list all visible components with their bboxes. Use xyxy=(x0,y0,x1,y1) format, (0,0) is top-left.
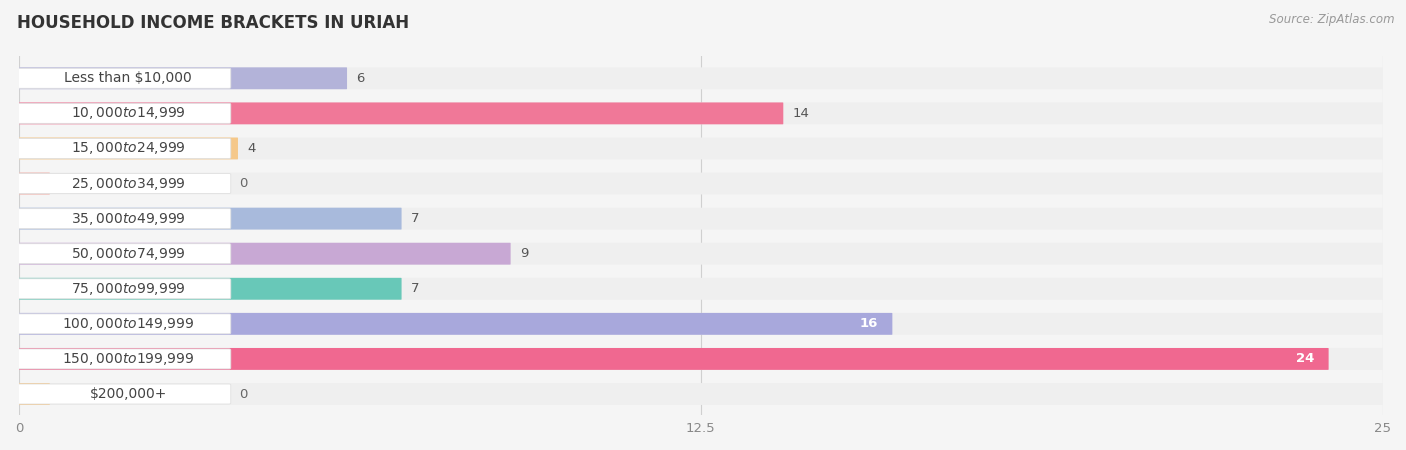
Text: Source: ZipAtlas.com: Source: ZipAtlas.com xyxy=(1270,14,1395,27)
FancyBboxPatch shape xyxy=(18,383,1384,405)
FancyBboxPatch shape xyxy=(18,313,893,335)
FancyBboxPatch shape xyxy=(18,207,1384,230)
FancyBboxPatch shape xyxy=(17,174,231,194)
Text: 16: 16 xyxy=(859,317,879,330)
FancyBboxPatch shape xyxy=(18,173,1384,194)
FancyBboxPatch shape xyxy=(18,348,1384,370)
Text: 24: 24 xyxy=(1296,352,1315,365)
FancyBboxPatch shape xyxy=(18,103,783,124)
Text: $200,000+: $200,000+ xyxy=(90,387,167,401)
Text: $25,000 to $34,999: $25,000 to $34,999 xyxy=(70,176,186,192)
Text: 7: 7 xyxy=(411,212,419,225)
FancyBboxPatch shape xyxy=(17,279,231,299)
Text: $75,000 to $99,999: $75,000 to $99,999 xyxy=(70,281,186,297)
FancyBboxPatch shape xyxy=(18,278,1384,300)
FancyBboxPatch shape xyxy=(18,138,1384,159)
FancyBboxPatch shape xyxy=(18,348,1329,370)
Text: 0: 0 xyxy=(239,387,247,400)
Text: 14: 14 xyxy=(793,107,810,120)
FancyBboxPatch shape xyxy=(18,278,402,300)
Text: Less than $10,000: Less than $10,000 xyxy=(65,71,193,86)
FancyBboxPatch shape xyxy=(18,103,1384,124)
Text: 7: 7 xyxy=(411,282,419,295)
Text: $35,000 to $49,999: $35,000 to $49,999 xyxy=(70,211,186,227)
Text: $100,000 to $149,999: $100,000 to $149,999 xyxy=(62,316,194,332)
FancyBboxPatch shape xyxy=(17,139,231,158)
FancyBboxPatch shape xyxy=(18,243,510,265)
Text: 9: 9 xyxy=(520,247,529,260)
FancyBboxPatch shape xyxy=(18,68,1384,89)
FancyBboxPatch shape xyxy=(17,244,231,264)
FancyBboxPatch shape xyxy=(18,207,402,230)
FancyBboxPatch shape xyxy=(18,173,49,194)
Text: $50,000 to $74,999: $50,000 to $74,999 xyxy=(70,246,186,262)
FancyBboxPatch shape xyxy=(18,383,49,405)
FancyBboxPatch shape xyxy=(18,138,238,159)
FancyBboxPatch shape xyxy=(17,68,231,88)
Text: 0: 0 xyxy=(239,177,247,190)
FancyBboxPatch shape xyxy=(17,349,231,369)
Text: $10,000 to $14,999: $10,000 to $14,999 xyxy=(70,105,186,122)
Text: $150,000 to $199,999: $150,000 to $199,999 xyxy=(62,351,194,367)
FancyBboxPatch shape xyxy=(17,209,231,229)
Text: HOUSEHOLD INCOME BRACKETS IN URIAH: HOUSEHOLD INCOME BRACKETS IN URIAH xyxy=(17,14,409,32)
FancyBboxPatch shape xyxy=(18,313,1384,335)
Text: 4: 4 xyxy=(247,142,256,155)
Text: 6: 6 xyxy=(356,72,364,85)
FancyBboxPatch shape xyxy=(18,68,347,89)
FancyBboxPatch shape xyxy=(17,384,231,404)
Text: $15,000 to $24,999: $15,000 to $24,999 xyxy=(70,140,186,157)
FancyBboxPatch shape xyxy=(17,314,231,334)
FancyBboxPatch shape xyxy=(18,243,1384,265)
FancyBboxPatch shape xyxy=(17,104,231,123)
